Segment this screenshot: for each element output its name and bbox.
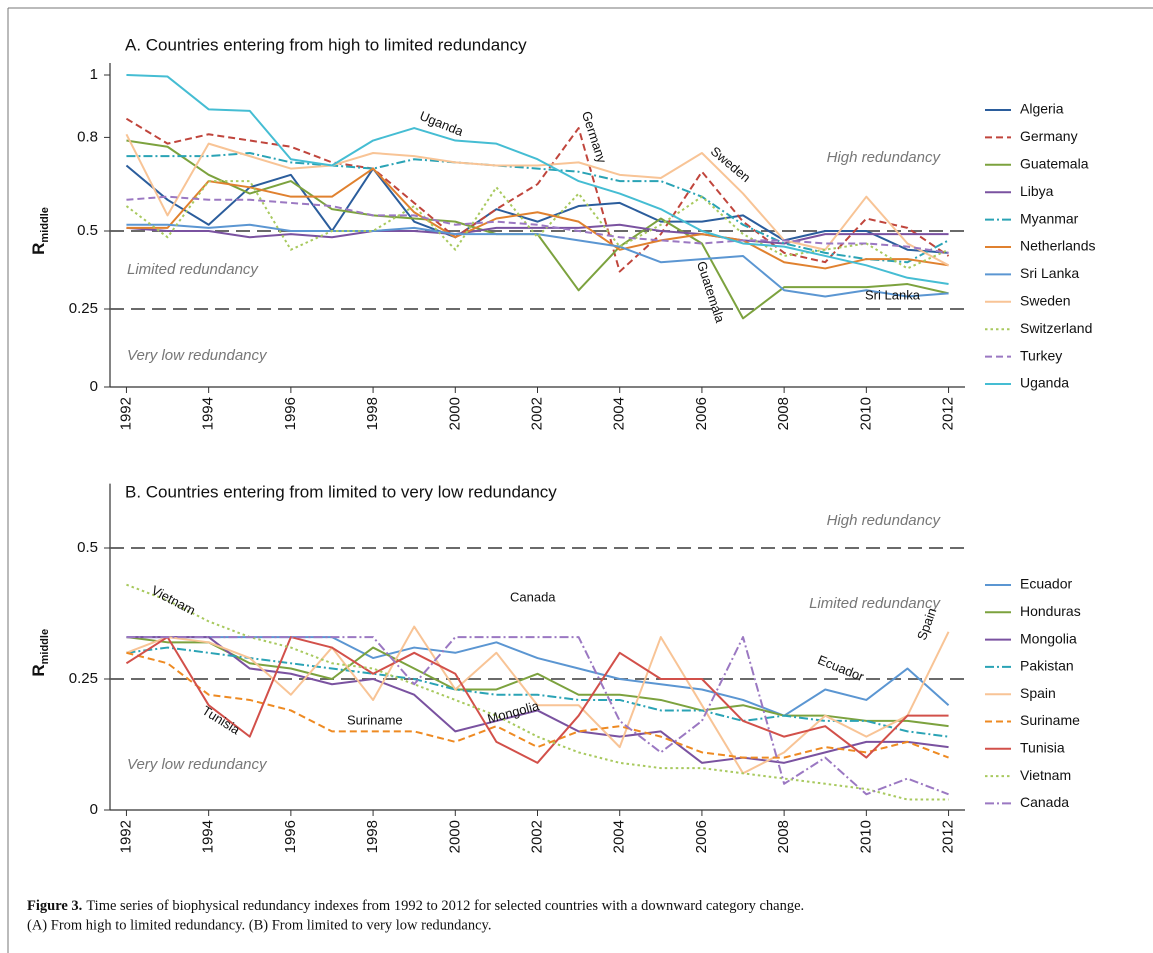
- y-tick-label: 1: [90, 66, 98, 83]
- legend-label: Pakistan: [1020, 658, 1074, 674]
- chart-title: A. Countries entering from high to limit…: [125, 35, 527, 54]
- legend-label: Algeria: [1020, 101, 1064, 117]
- legend-label: Guatemala: [1020, 156, 1089, 172]
- legend-label: Turkey: [1020, 347, 1062, 363]
- y-axis-label: Rmiddle: [29, 629, 50, 677]
- x-tick-label: 1994: [200, 820, 217, 853]
- y-tick-label: 0: [90, 801, 98, 818]
- legend-label: Mongolia: [1020, 630, 1077, 646]
- series-line: [125, 636, 949, 764]
- annotation: Tunisia: [200, 703, 244, 738]
- annotation: Very low redundancy: [127, 347, 268, 364]
- x-tick-label: 1998: [364, 820, 381, 853]
- chart-title: B. Countries entering from limited to ve…: [125, 482, 557, 501]
- y-tick-label: 0.5: [77, 222, 98, 239]
- x-tick-label: 2008: [775, 820, 792, 853]
- x-tick-label: 2004: [611, 820, 628, 853]
- y-axis-label-sub: middle: [39, 207, 51, 242]
- series-line: [125, 117, 950, 273]
- annotation: Suriname: [347, 712, 403, 727]
- annotation: High redundancy: [827, 149, 942, 166]
- annotation: Guatemala: [694, 259, 728, 325]
- annotation: Canada: [510, 589, 556, 604]
- y-tick-label: 0.5: [77, 539, 98, 556]
- annotation: Limited redundancy: [127, 261, 259, 278]
- x-tick-label: 2010: [857, 397, 874, 430]
- legend-label: Netherlands: [1020, 238, 1096, 254]
- x-tick-label: 1992: [117, 397, 134, 430]
- series-line: [125, 180, 949, 270]
- series-line: [126, 625, 950, 775]
- x-tick-label: 2012: [940, 820, 957, 853]
- x-tick-label: 2000: [446, 820, 463, 853]
- series-line: [126, 152, 950, 264]
- legend-label: Switzerland: [1020, 320, 1092, 336]
- annotation: Limited redundancy: [809, 595, 941, 612]
- annotation: Very low redundancy: [127, 756, 268, 773]
- legend-label: Libya: [1020, 183, 1054, 199]
- caption-label: Figure 3.: [27, 898, 82, 914]
- annotation: Sri Lanka: [865, 287, 921, 302]
- x-tick-label: 1998: [364, 397, 381, 430]
- x-tick-label: 2002: [528, 820, 545, 853]
- series-line: [126, 636, 949, 796]
- legend-label: Spain: [1020, 685, 1056, 701]
- x-tick-label: 2006: [693, 397, 710, 430]
- y-axis-label-sub: middle: [39, 629, 51, 664]
- legend-label: Sri Lanka: [1020, 265, 1079, 281]
- annotation: Germany: [579, 109, 610, 165]
- y-tick-label: 0.25: [69, 670, 98, 687]
- y-axis-label: Rmiddle: [29, 207, 50, 255]
- series-line: [126, 167, 949, 270]
- series-line: [126, 74, 949, 286]
- annotation: High redundancy: [827, 512, 942, 529]
- legend-label: Honduras: [1020, 603, 1081, 619]
- x-tick-label: 2004: [611, 397, 628, 430]
- series-line: [126, 139, 949, 320]
- legend-label: Germany: [1020, 128, 1078, 144]
- series-line: [125, 133, 950, 267]
- x-tick-label: 1994: [200, 397, 217, 430]
- x-tick-label: 2002: [528, 397, 545, 430]
- legend-label: Tunisia: [1020, 740, 1065, 756]
- series-line: [126, 223, 949, 245]
- series-line: [125, 164, 949, 254]
- annotation: Vietnam: [149, 582, 198, 618]
- legend-label: Myanmar: [1020, 210, 1079, 226]
- series-line: [126, 583, 949, 801]
- annotation: Mongolia: [486, 698, 542, 726]
- series-line: [126, 636, 949, 728]
- x-tick-label: 2010: [857, 820, 874, 853]
- legend-label: Sweden: [1020, 293, 1071, 309]
- x-tick-label: 1996: [282, 820, 299, 853]
- legend-label: Uganda: [1020, 375, 1069, 391]
- x-tick-label: 2006: [693, 820, 710, 853]
- series-line: [126, 646, 949, 738]
- legend-label: Canada: [1020, 794, 1069, 810]
- x-tick-label: 2000: [446, 397, 463, 430]
- legend-label: Ecuador: [1020, 576, 1072, 592]
- caption-text: Time series of biophysical redundancy in…: [86, 898, 804, 914]
- caption-text: (A) From high to limited redundancy. (B)…: [27, 917, 491, 933]
- annotation: Uganda: [418, 108, 467, 139]
- legend-label: Suriname: [1020, 712, 1080, 728]
- caption: Figure 3. Time series of biophysical redu…: [27, 898, 804, 914]
- legend-label: Vietnam: [1020, 767, 1071, 783]
- series-line: [126, 195, 949, 254]
- x-tick-label: 1996: [282, 397, 299, 430]
- y-tick-label: 0: [90, 378, 98, 395]
- x-tick-label: 1992: [117, 820, 134, 853]
- annotation: Ecuador: [816, 652, 867, 684]
- y-axis-label-main: R: [29, 664, 48, 676]
- y-tick-label: 0.8: [77, 128, 98, 145]
- y-axis-label-main: R: [29, 243, 48, 255]
- series-line: [126, 223, 949, 298]
- x-tick-label: 2012: [940, 397, 957, 430]
- x-tick-label: 2008: [775, 397, 792, 430]
- y-tick-label: 0.25: [69, 300, 98, 317]
